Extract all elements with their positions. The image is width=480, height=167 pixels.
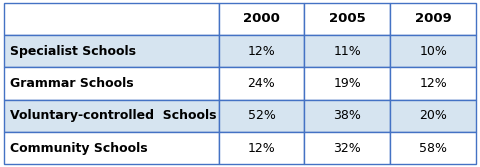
Text: 11%: 11%	[334, 45, 361, 58]
Text: 58%: 58%	[419, 142, 447, 155]
Text: 38%: 38%	[334, 109, 361, 122]
Text: 2009: 2009	[415, 12, 452, 25]
Bar	[4, 132, 218, 164]
Bar	[390, 100, 476, 132]
Text: 24%: 24%	[248, 77, 276, 90]
Text: 2000: 2000	[243, 12, 280, 25]
Text: 12%: 12%	[248, 142, 276, 155]
Bar	[4, 67, 218, 100]
Bar	[218, 132, 304, 164]
Text: Specialist Schools: Specialist Schools	[10, 45, 135, 58]
Bar	[390, 35, 476, 67]
Bar	[4, 35, 218, 67]
Text: Voluntary-controlled  Schools: Voluntary-controlled Schools	[10, 109, 216, 122]
Text: 19%: 19%	[334, 77, 361, 90]
Bar	[4, 100, 218, 132]
Text: 20%: 20%	[420, 109, 447, 122]
Bar	[304, 67, 390, 100]
Bar	[218, 3, 304, 35]
Text: Community Schools: Community Schools	[10, 142, 147, 155]
Text: 10%: 10%	[420, 45, 447, 58]
Text: 12%: 12%	[420, 77, 447, 90]
Bar	[390, 3, 476, 35]
Text: 52%: 52%	[248, 109, 276, 122]
Bar	[4, 3, 218, 35]
Bar	[390, 67, 476, 100]
Text: 32%: 32%	[334, 142, 361, 155]
Bar	[218, 100, 304, 132]
Text: 12%: 12%	[248, 45, 276, 58]
Bar	[304, 100, 390, 132]
Text: Grammar Schools: Grammar Schools	[10, 77, 133, 90]
Bar	[304, 3, 390, 35]
Bar	[218, 67, 304, 100]
Bar	[218, 35, 304, 67]
Bar	[304, 132, 390, 164]
Text: 2005: 2005	[329, 12, 366, 25]
Bar	[390, 132, 476, 164]
Bar	[304, 35, 390, 67]
